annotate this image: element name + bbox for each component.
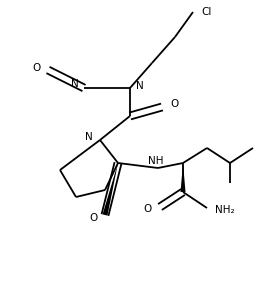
Text: N: N	[71, 79, 79, 89]
Text: O: O	[90, 213, 98, 223]
Text: N: N	[136, 81, 144, 91]
Text: Cl: Cl	[201, 7, 211, 17]
Text: O: O	[144, 204, 152, 214]
Text: NH: NH	[148, 156, 164, 166]
Text: NH₂: NH₂	[215, 205, 235, 215]
Text: O: O	[170, 99, 178, 109]
Polygon shape	[102, 163, 118, 216]
Text: N: N	[85, 132, 93, 142]
Text: O: O	[33, 63, 41, 73]
Polygon shape	[181, 163, 185, 192]
